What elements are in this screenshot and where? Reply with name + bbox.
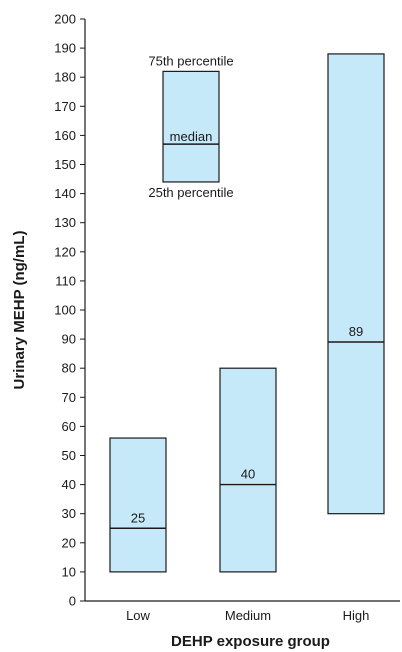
- box-rect: [327, 53, 385, 515]
- box-medium: 40: [219, 367, 277, 573]
- legend-box: 75th percentile median 25th percentile: [148, 53, 233, 200]
- y-tick-label: 10: [62, 564, 76, 579]
- y-tick-label: 130: [54, 215, 76, 230]
- median-value-label: 89: [349, 324, 363, 339]
- y-tick-label: 80: [62, 361, 76, 376]
- y-tick-label: 70: [62, 390, 76, 405]
- legend-box-rect: [162, 70, 220, 183]
- y-tick-label: 200: [54, 12, 76, 27]
- y-tick-label: 110: [55, 273, 76, 288]
- y-tick-label: 50: [62, 448, 76, 463]
- x-category-label: High: [343, 608, 370, 623]
- box-high: 89: [327, 53, 385, 515]
- x-category-label: Low: [126, 608, 150, 623]
- y-tick-label: 40: [62, 477, 76, 492]
- x-axis: Low Medium High: [85, 600, 400, 623]
- legend-q3-label: 75th percentile: [148, 53, 233, 68]
- legend-median-label: median: [170, 129, 213, 144]
- legend-q1-label: 25th percentile: [148, 185, 233, 200]
- x-category-label: Medium: [225, 608, 271, 623]
- y-tick-label: 90: [62, 332, 76, 347]
- box-low: 25: [109, 437, 167, 573]
- y-tick-label: 20: [62, 535, 76, 550]
- y-axis-title: Urinary MEHP (ng/mL): [11, 231, 28, 390]
- y-tick-label: 190: [54, 41, 76, 56]
- median-value-label: 25: [131, 510, 145, 525]
- box-rect: [109, 437, 167, 573]
- y-tick-label: 140: [54, 186, 76, 201]
- box-rect: [219, 367, 277, 573]
- y-tick-label: 60: [62, 419, 76, 434]
- y-axis: 0 10 20 30 40 50 60 70 80 90 100 110 120 130 140 150 160…: [54, 12, 86, 609]
- y-tick-label: 160: [54, 128, 76, 143]
- boxes: 25 40 89: [109, 53, 385, 573]
- y-tick-label: 0: [69, 594, 76, 609]
- y-tick-label: 180: [54, 70, 76, 85]
- y-tick-label: 100: [54, 303, 76, 318]
- y-tick-label: 170: [54, 99, 76, 114]
- median-value-label: 40: [241, 467, 255, 482]
- x-axis-title: DEHP exposure group: [171, 633, 330, 650]
- y-tick-label: 150: [54, 157, 76, 172]
- y-tick-label: 120: [54, 244, 76, 259]
- y-tick-label: 30: [62, 506, 76, 521]
